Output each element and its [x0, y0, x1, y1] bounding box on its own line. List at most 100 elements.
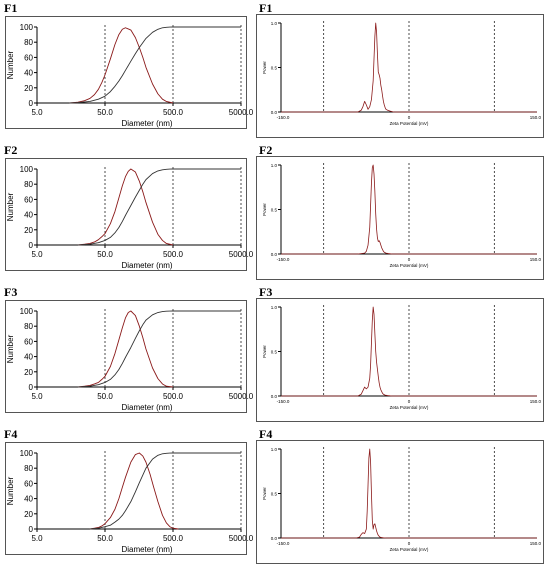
y-axis-label: Power — [262, 61, 267, 74]
y-tick-label: 20 — [24, 226, 33, 235]
y-tick-label: 1.0 — [271, 163, 278, 168]
y-tick-label: 0.5 — [271, 350, 278, 355]
y-tick-label: 0.5 — [271, 492, 278, 497]
panel-label: F3 — [4, 285, 18, 299]
x-axis-label: Diameter (nm) — [121, 403, 172, 412]
y-tick-label: 0 — [29, 241, 34, 250]
y-tick-label: 0 — [29, 525, 34, 534]
y-tick-label: 0 — [29, 383, 34, 392]
x-tick-label: 500.0 — [163, 108, 184, 117]
y-tick-label: 1.0 — [271, 447, 278, 452]
chart-svg: 0 20 40 60 80 100 5.0 50.0 500.0 5000.0 Diameter (… — [6, 307, 254, 412]
x-tick-label: 150.0 — [530, 115, 542, 120]
distribution-curve — [69, 27, 174, 104]
y-tick-label: 1.0 — [271, 21, 278, 26]
y-axis-label: Number — [6, 50, 15, 79]
x-axis-label: Zeta Potential (mV) — [390, 263, 429, 268]
x-tick-label: 5000.0 — [229, 250, 254, 259]
y-tick-label: 0 — [29, 99, 34, 108]
x-axis-label: Zeta Potential (mV) — [390, 547, 429, 552]
y-tick-label: 0.0 — [271, 110, 278, 115]
zeta-potential-chart: 0.0 0.5 1.0 -150.0 0 150.0 Zeta Potential (mV)… — [256, 14, 544, 138]
cumulative-curve — [77, 168, 241, 246]
y-tick-label: 80 — [24, 322, 33, 331]
y-axis-label: Number — [6, 334, 15, 363]
zeta-curve — [281, 22, 537, 113]
y-tick-label: 0.5 — [271, 208, 278, 213]
x-tick-label: 0 — [408, 399, 411, 404]
y-tick-label: 100 — [20, 23, 34, 32]
zeta-curve — [281, 306, 537, 397]
x-tick-label: 50.0 — [97, 108, 113, 117]
panel-label: F2 — [4, 143, 18, 157]
size-distribution-chart: 0 20 40 60 80 100 5.0 50.0 500.0 5000.0 Diameter (… — [5, 442, 254, 555]
panel-label: F1 — [4, 1, 18, 15]
x-tick-label: 50.0 — [97, 250, 113, 259]
panel-label: F4 — [4, 427, 18, 441]
y-axis-label: Number — [6, 476, 15, 505]
x-axis-label: Diameter (nm) — [121, 545, 172, 554]
panel-label: F1 — [259, 1, 273, 15]
x-tick-label: 5000.0 — [229, 534, 254, 543]
y-tick-label: 60 — [24, 479, 33, 488]
x-tick-label: 150.0 — [530, 257, 542, 262]
chart-svg: 0 20 40 60 80 100 5.0 50.0 500.0 5000.0 Diameter (… — [6, 449, 254, 554]
y-tick-label: 100 — [20, 307, 34, 316]
y-tick-label: 40 — [24, 353, 33, 362]
x-axis-label: Zeta Potential (mV) — [390, 121, 429, 126]
zeta-potential-chart: 0.0 0.5 1.0 -150.0 0 150.0 Zeta Potential (mV)… — [256, 298, 544, 422]
y-tick-label: 40 — [24, 495, 33, 504]
x-tick-label: 5000.0 — [229, 392, 254, 401]
y-tick-label: 0.0 — [271, 252, 278, 257]
y-tick-label: 60 — [24, 337, 33, 346]
y-tick-label: 20 — [24, 510, 33, 519]
x-tick-label: 150.0 — [530, 399, 542, 404]
x-tick-label: 5.0 — [31, 392, 43, 401]
x-tick-label: 500.0 — [163, 392, 184, 401]
y-axis-label: Power — [262, 345, 267, 358]
x-tick-label: 5000.0 — [229, 108, 254, 117]
chart-svg: 0.0 0.5 1.0 -150.0 0 150.0 Zeta Potential (mV)… — [262, 21, 542, 126]
chart-svg: 0 20 40 60 80 100 5.0 50.0 500.0 5000.0 Diameter (… — [6, 165, 254, 270]
y-axis-label: Power — [262, 203, 267, 216]
size-distribution-chart: 0 20 40 60 80 100 5.0 50.0 500.0 5000.0 Diameter (… — [5, 158, 254, 271]
y-tick-label: 100 — [20, 165, 34, 174]
x-axis-label: Zeta Potential (mV) — [390, 405, 429, 410]
x-tick-label: 150.0 — [530, 541, 542, 546]
x-tick-label: -150.0 — [277, 257, 290, 262]
x-tick-label: 5.0 — [31, 534, 43, 543]
y-tick-label: 20 — [24, 368, 33, 377]
x-tick-label: 5.0 — [31, 250, 43, 259]
chart-svg: 0 20 40 60 80 100 5.0 50.0 500.0 5000.0 Diameter (… — [6, 23, 254, 128]
size-distribution-chart: 0 20 40 60 80 100 5.0 50.0 500.0 5000.0 Diameter (… — [5, 16, 254, 129]
y-tick-label: 40 — [24, 69, 33, 78]
y-tick-label: 20 — [24, 84, 33, 93]
x-tick-label: 500.0 — [163, 534, 184, 543]
panel-label: F4 — [259, 427, 273, 441]
zeta-curve — [281, 164, 537, 255]
chart-svg: 0.0 0.5 1.0 -150.0 0 150.0 Zeta Potential (mV)… — [262, 163, 542, 268]
cumulative-curve — [89, 452, 241, 530]
x-tick-label: 0 — [408, 115, 411, 120]
x-tick-label: 50.0 — [97, 534, 113, 543]
y-axis-label: Number — [6, 192, 15, 221]
distribution-curve — [77, 168, 174, 246]
x-tick-label: 0 — [408, 541, 411, 546]
y-tick-label: 60 — [24, 53, 33, 62]
y-tick-label: 60 — [24, 195, 33, 204]
y-tick-label: 1.0 — [271, 305, 278, 310]
panel-label: F2 — [259, 143, 273, 157]
y-tick-label: 100 — [20, 449, 34, 458]
panel-label: F3 — [259, 285, 273, 299]
y-tick-label: 80 — [24, 180, 33, 189]
distribution-curve — [89, 452, 179, 530]
zeta-potential-chart: 0.0 0.5 1.0 -150.0 0 150.0 Zeta Potential (mV)… — [256, 440, 544, 564]
x-tick-label: -150.0 — [277, 399, 290, 404]
y-tick-label: 80 — [24, 38, 33, 47]
y-axis-label: Power — [262, 487, 267, 500]
cumulative-curve — [69, 26, 241, 104]
x-axis-label: Diameter (nm) — [121, 119, 172, 128]
x-tick-label: 5.0 — [31, 108, 43, 117]
x-tick-label: 500.0 — [163, 250, 184, 259]
